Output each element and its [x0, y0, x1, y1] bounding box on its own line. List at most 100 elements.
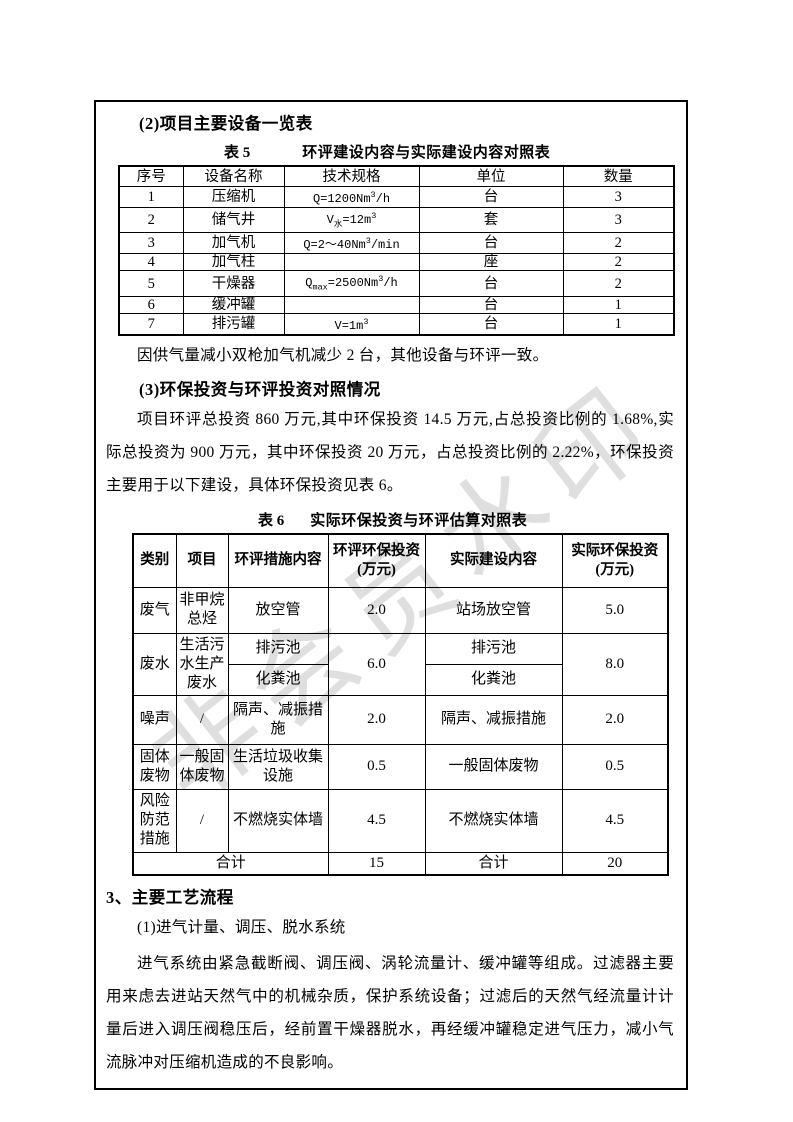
t5-cell-name: 排污罐 [182, 312, 285, 336]
t6-cell-actual-cost: 0.5 [561, 743, 669, 790]
para-process-description: 进气系统由紧急截断阀、调压阀、涡轮流量计、缓冲罐等组成。过滤器主要用来虑去进站天… [106, 954, 674, 1071]
table-row: 噪声 / 隔声、减振措施 2.0 隔声、减振措施 2.0 [132, 694, 669, 745]
t6-cell-eia-measure: 不燃烧实体墙 [227, 788, 329, 853]
t6-cell-actual-cost: 4.5 [561, 788, 669, 853]
t5-header-cell: 设备名称 [182, 165, 285, 187]
document-border-frame: (2)项目主要设备一览表 表 5 环评建设内容与实际建设内容对照表 序号 设备名称… [94, 100, 688, 1090]
t6-cell-actual-content: 排污池 [424, 632, 563, 665]
t5-cell-spec [283, 253, 420, 272]
t6-cell-item: 非甲烷总烃 [175, 586, 229, 634]
t6-cell-category: 废水 [132, 632, 177, 696]
t5-cell-spec: Q=2～40Nm3/min [283, 232, 420, 255]
t5-cell-spec [283, 295, 420, 314]
t5-cell-qty: 3 [562, 186, 675, 208]
heading-investment: (3)环保投资与环评投资对照情况 [139, 379, 381, 399]
table-row: 废气 非甲烷总烃 放空管 2.0 站场放空管 5.0 [132, 586, 669, 634]
t5-cell-no: 5 [118, 270, 184, 297]
t6-total-label-eia: 合计 [132, 851, 329, 876]
heading-equipment-list: (2)项目主要设备一览表 [139, 114, 313, 133]
t5-cell-unit: 台 [418, 270, 564, 297]
t6-total-actual-value: 20 [561, 851, 669, 876]
t6-header-cell: 实际环保投资 (万元) [561, 533, 669, 588]
t6-total-eia-value: 15 [327, 851, 426, 876]
table-row: 1 压缩机 Q=1200Nm3/h 台 3 [118, 186, 675, 208]
t5-cell-qty: 2 [562, 270, 675, 297]
t6-cell-actual-content: 不燃烧实体墙 [424, 788, 563, 853]
t6-header-cell: 类别 [132, 533, 177, 588]
t5-cell-no: 1 [118, 186, 184, 208]
t6-header-cell: 环评环保投资 (万元) [327, 533, 426, 588]
t6-cell-actual-content: 隔声、减振措施 [424, 694, 563, 745]
t5-cell-spec: V水=12m3 [283, 206, 420, 234]
t6-cell-actual-cost: 5.0 [561, 586, 669, 634]
t5-cell-qty: 2 [562, 232, 675, 255]
t5-cell-no: 6 [118, 295, 184, 314]
t5-header-cell: 数量 [562, 165, 675, 187]
t6-cell-category: 固体废物 [132, 743, 177, 790]
para-investment: 项目环评总投资 860 万元,其中环保投资 14.5 万元,占总投资比例的 1.… [106, 410, 674, 494]
t5-cell-name: 缓冲罐 [182, 295, 285, 314]
t5-cell-no: 3 [118, 232, 184, 255]
t5-cell-spec: Qmax=2500Nm3/h [283, 270, 420, 297]
t5-cell-spec: Q=1200Nm3/h [283, 186, 420, 208]
t6-cell-actual-content: 站场放空管 [424, 586, 563, 634]
table6-caption: 表 6 实际环保投资与环评估算对照表 [106, 509, 674, 530]
t5-header-cell: 单位 [418, 165, 564, 187]
t6-cell-item: 一般固体废物 [175, 743, 229, 790]
table-total-row: 合计 15 合计 20 [132, 851, 669, 876]
t6-cell-actual-content: 化粪池 [424, 663, 563, 696]
t5-cell-unit: 套 [418, 206, 564, 234]
t6-cell-eia-measure: 生活垃圾收集设施 [227, 743, 329, 790]
t5-cell-name: 压缩机 [182, 186, 285, 208]
t6-total-label-actual: 合计 [424, 851, 563, 876]
t6-cell-eia-cost: 2.0 [327, 694, 426, 745]
t5-cell-unit: 台 [418, 186, 564, 208]
table5-caption-title: 环评建设内容与实际建设内容对照表 [302, 145, 551, 161]
investment-table-header-row: 类别 项目 环评措施内容 环评环保投资 (万元) 实际建设内容 实际环保投资 (万元) [132, 533, 669, 588]
table-row: 7 排污罐 V=1m3 台 1 [118, 312, 675, 336]
t6-cell-actual-cost: 2.0 [561, 694, 669, 745]
t5-cell-unit: 台 [418, 232, 564, 255]
table5-caption: 表 5 环评建设内容与实际建设内容对照表 [106, 141, 674, 162]
t5-cell-qty: 3 [562, 206, 675, 234]
table-row: 3 加气机 Q=2～40Nm3/min 台 2 [118, 232, 675, 255]
t6-cell-eia-cost: 2.0 [327, 586, 426, 634]
t6-cell-eia-measure: 排污池 [227, 632, 329, 665]
t5-cell-name: 干燥器 [182, 270, 285, 297]
table-row: 废水 生活污水生产废水 排污池 6.0 排污池 8.0 [132, 632, 669, 696]
t5-cell-qty: 1 [562, 295, 675, 314]
table-row: 4 加气柱 座 2 [118, 253, 675, 272]
table-row: 2 储气井 V水=12m3 套 3 [118, 206, 675, 234]
equipment-table: 序号 设备名称 技术规格 单位 数量 1 压缩机 Q=1200Nm3/h 台 3 2 储气井 V水=1… [118, 165, 675, 336]
equipment-table-header-row: 序号 设备名称 技术规格 单位 数量 [118, 165, 675, 187]
t6-cell-item: / [175, 694, 229, 745]
t5-cell-name: 加气柱 [182, 253, 285, 272]
table-row: 化粪池 化粪池 [133, 663, 668, 696]
t6-cell-eia-cost: 4.5 [327, 788, 426, 853]
t5-header-cell: 序号 [118, 165, 184, 187]
t6-cell-category: 废气 [132, 586, 177, 634]
t5-cell-spec: V=1m3 [283, 312, 420, 336]
t6-header-cell: 项目 [175, 533, 229, 588]
t6-cell-actual-content: 一般固体废物 [424, 743, 563, 790]
t5-cell-unit: 座 [418, 253, 564, 272]
t6-cell-category: 风险防范措施 [132, 788, 177, 853]
heading-process: 3、主要工艺流程 [106, 887, 234, 907]
t5-cell-unit: 台 [418, 295, 564, 314]
table6-caption-title: 实际环保投资与环评估算对照表 [310, 512, 528, 529]
para-equipment-note: 因供气量减小双枪加气机减少 2 台，其他设备与环评一致。 [137, 346, 549, 364]
t5-cell-unit: 台 [418, 312, 564, 336]
t5-cell-name: 储气井 [182, 206, 285, 234]
table-row: 5 干燥器 Qmax=2500Nm3/h 台 2 [118, 270, 675, 297]
t6-cell-item: 生活污水生产废水 [175, 632, 229, 696]
t5-cell-name: 加气机 [182, 232, 285, 255]
t5-cell-qty: 2 [562, 253, 675, 272]
para-process-subsection: (1)进气计量、调压、脱水系统 [137, 918, 346, 936]
t6-cell-eia-cost: 6.0 [327, 632, 426, 696]
table-row: 固体废物 一般固体废物 生活垃圾收集设施 0.5 一般固体废物 0.5 [132, 743, 669, 790]
t6-cell-eia-measure: 放空管 [227, 586, 329, 634]
table-row: 6 缓冲罐 台 1 [118, 295, 675, 314]
t5-cell-no: 4 [118, 253, 184, 272]
table6-caption-label: 表 6 [258, 512, 285, 529]
